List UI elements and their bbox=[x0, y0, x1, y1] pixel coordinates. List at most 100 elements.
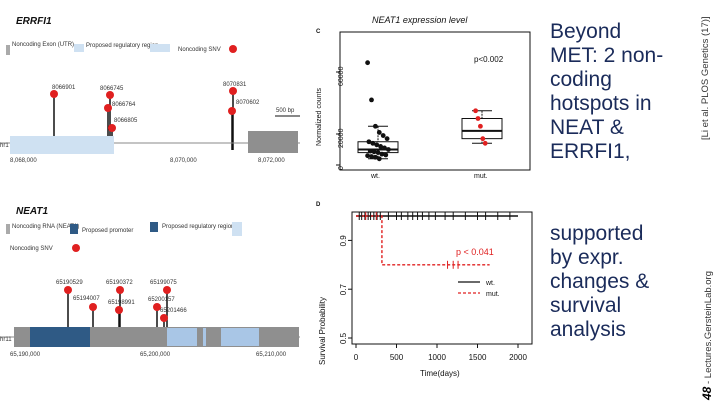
snv-dot bbox=[228, 107, 236, 115]
regulatory-region-b3 bbox=[221, 328, 259, 346]
slide-footer: 48 - Lectures.GersteinLab.org bbox=[700, 271, 714, 400]
data-point bbox=[365, 153, 370, 159]
legend-regulatory-label: Proposed regulatory region bbox=[86, 43, 158, 49]
snv-label: 65198991 bbox=[108, 300, 135, 306]
legend-snv-dot bbox=[229, 45, 237, 53]
panel-d-ylabel: Survival Probability bbox=[318, 297, 327, 365]
legend-regulatory-label-b: Proposed regulatory region bbox=[162, 224, 234, 230]
coord-label: 65,200,000 bbox=[140, 352, 171, 358]
page-number: 48 bbox=[700, 386, 714, 400]
panel-d-letter: D bbox=[316, 202, 321, 208]
data-point bbox=[378, 144, 383, 149]
snv-label: 8066764 bbox=[112, 102, 136, 108]
data-point bbox=[374, 142, 380, 148]
slide-subtitle: supported by expr. changes & survival an… bbox=[550, 222, 700, 342]
legend-regulatory-swatch-b2 bbox=[232, 222, 242, 236]
legend-regulatory-swatch-2 bbox=[150, 44, 170, 52]
panel-d-axes: 0 500 1000 1500 2000 0.5 0.7 0.9 bbox=[339, 235, 527, 362]
ytick-label: 60000 bbox=[338, 66, 345, 86]
data-point bbox=[369, 97, 374, 103]
snv-dot bbox=[64, 286, 72, 294]
panel-c-letter: C bbox=[316, 29, 321, 35]
xtick-label: 2000 bbox=[509, 353, 527, 362]
subtitle-line: supported bbox=[550, 222, 644, 245]
data-point bbox=[366, 139, 372, 145]
data-point bbox=[473, 108, 478, 114]
ytick-label: 0.7 bbox=[339, 284, 348, 296]
footer-site: - Lectures.GersteinLab.org bbox=[703, 270, 714, 384]
snv-dot bbox=[104, 104, 112, 112]
snv-dot bbox=[115, 306, 123, 314]
xtick-label: 1000 bbox=[428, 353, 446, 362]
data-point bbox=[379, 151, 385, 157]
subtitle-line: survival bbox=[550, 294, 622, 317]
snv-label: 8066745 bbox=[100, 86, 124, 92]
coord-label: 65,190,000 bbox=[10, 352, 41, 358]
legend-promoter-swatch bbox=[70, 224, 78, 234]
legend-rna-swatch bbox=[6, 224, 10, 234]
title-line: NEAT & bbox=[550, 116, 624, 139]
xtick-label: 500 bbox=[390, 353, 404, 362]
regulatory-region bbox=[10, 136, 114, 154]
subtitle-line: analysis bbox=[550, 318, 626, 341]
data-point bbox=[480, 136, 486, 142]
snv-dot bbox=[160, 314, 168, 322]
snv-dot bbox=[106, 91, 114, 99]
snv-dot bbox=[116, 286, 124, 294]
xtick-label: wt. bbox=[370, 173, 380, 180]
panel-c: C NEAT1 expression level Normalized coun… bbox=[316, 15, 531, 180]
panel-d-xlabel: Time(days) bbox=[420, 369, 460, 378]
panel-c-frame bbox=[339, 31, 531, 171]
data-point bbox=[369, 154, 374, 159]
data-point bbox=[382, 145, 387, 151]
data-point bbox=[376, 156, 382, 162]
subtitle-line: by expr. bbox=[550, 246, 624, 269]
legend-mut-label: mut. bbox=[486, 291, 500, 298]
snv-label: 65199075 bbox=[150, 280, 177, 286]
noncoding-exon bbox=[248, 131, 298, 153]
snv-label: 8066805 bbox=[114, 118, 138, 124]
scale-bar-label: 500 bp bbox=[276, 108, 295, 114]
snv-dot bbox=[108, 124, 116, 132]
data-point bbox=[482, 140, 488, 146]
snv-label: 8070602 bbox=[236, 100, 260, 106]
data-point bbox=[371, 149, 377, 155]
panel-a: ERRFI1 Noncoding Exon (UTR) Proposed reg… bbox=[0, 16, 300, 164]
citation: [Li et al. PLOS Genetics (17)] bbox=[700, 16, 711, 140]
coord-label: 8,070,000 bbox=[170, 158, 197, 164]
ytick-label: 0.9 bbox=[339, 235, 348, 247]
legend-exon-label: Noncoding Exon (UTR) bbox=[12, 42, 74, 48]
snv-dot bbox=[50, 90, 58, 98]
panel-d-marks bbox=[356, 212, 518, 269]
xtick-label: mut. bbox=[474, 173, 488, 180]
slide-title: Beyond MET: 2 non- coding hotspots in NE… bbox=[550, 20, 700, 164]
ytick-label: 0.5 bbox=[339, 332, 348, 344]
errfi1-gene-label: ERRFI1 bbox=[16, 16, 52, 27]
snv-dot bbox=[89, 303, 97, 311]
snv-dot bbox=[153, 303, 161, 311]
data-point bbox=[365, 60, 370, 66]
data-point bbox=[367, 148, 373, 154]
data-point bbox=[373, 123, 378, 129]
legend-wt-label: wt. bbox=[485, 280, 495, 287]
data-point bbox=[380, 133, 386, 138]
box-iqr bbox=[461, 118, 503, 140]
title-line: MET: 2 non- bbox=[550, 44, 664, 67]
title-line: ERRFI1, bbox=[550, 140, 631, 163]
figure-panels: ERRFI1 Noncoding Exon (UTR) Proposed reg… bbox=[0, 15, 533, 378]
snv-label: 8066901 bbox=[52, 85, 76, 91]
km-curve-mut bbox=[356, 215, 490, 266]
ytick-label: 20000 bbox=[338, 128, 345, 148]
data-point bbox=[383, 152, 389, 158]
data-point bbox=[376, 130, 382, 135]
subtitle-line: changes & bbox=[550, 270, 650, 293]
data-point bbox=[384, 136, 390, 142]
promoter-region bbox=[30, 327, 90, 347]
title-line: hotspots in bbox=[550, 92, 652, 115]
panel-c-title: NEAT1 expression level bbox=[372, 15, 468, 25]
panel-d-frame bbox=[351, 211, 533, 345]
panel-c-pvalue: p<0.002 bbox=[474, 55, 504, 64]
coord-label: 8,072,000 bbox=[258, 158, 285, 164]
snv-dot bbox=[229, 87, 237, 95]
ytick-label: 0 bbox=[338, 166, 345, 170]
